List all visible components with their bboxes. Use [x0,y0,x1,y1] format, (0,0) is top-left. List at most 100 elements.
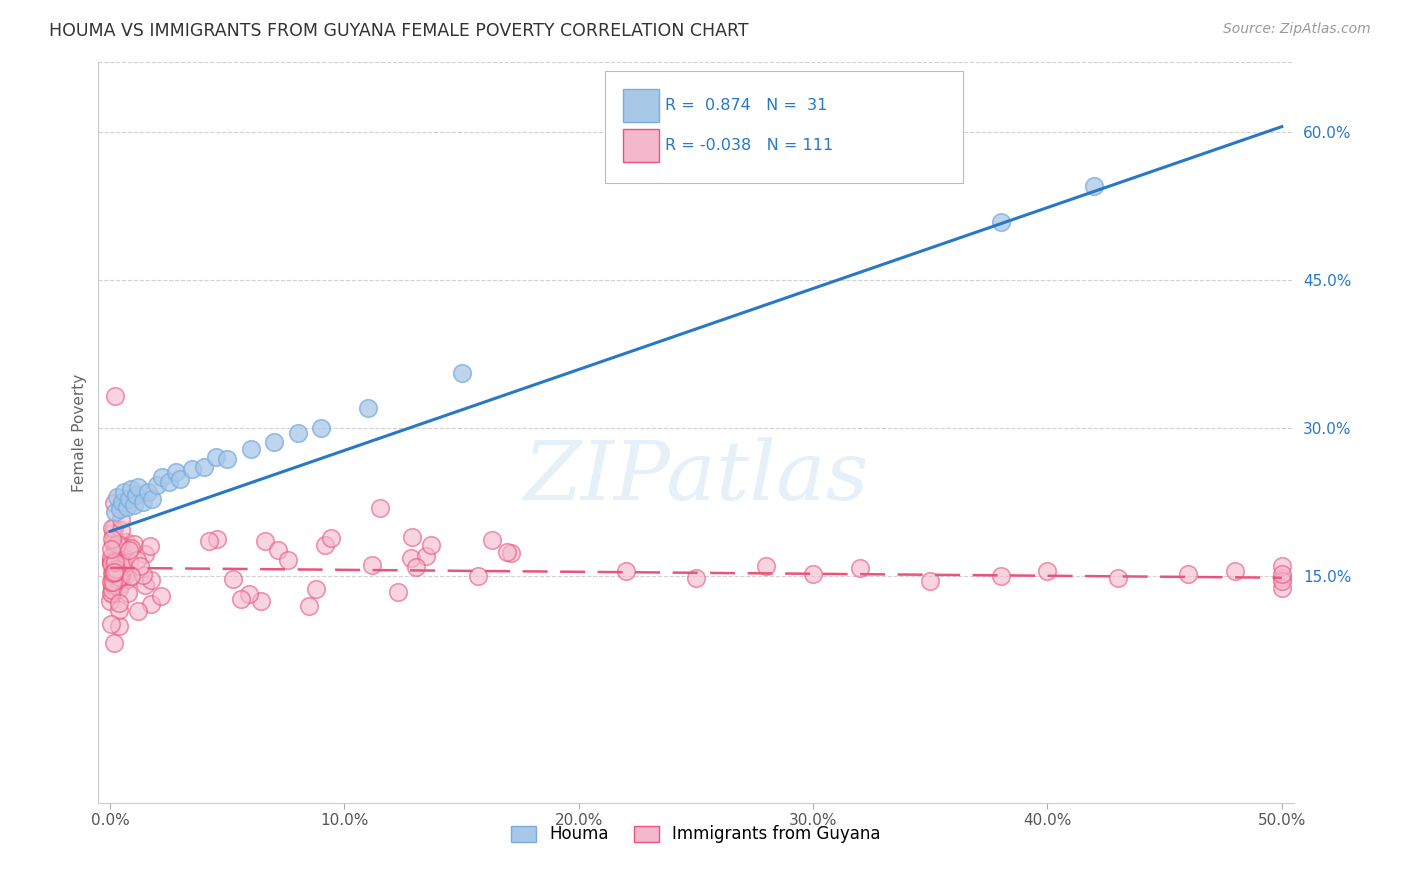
Point [101,561,124,575]
Point [117,586,139,600]
Text: R =  0.874   N =  31: R = 0.874 N = 31 [665,98,827,112]
Point [104,389,127,403]
Point [287,425,309,440]
Point [103,564,125,578]
Point [1271,566,1294,581]
Point [101,533,124,547]
Point [122,537,145,551]
Legend: Houma, Immigrants from Guyana: Houma, Immigrants from Guyana [505,819,887,850]
Point [298,599,321,614]
Point [238,587,260,601]
Point [120,569,142,583]
Point [801,566,824,581]
Point [114,569,136,583]
Point [125,552,148,566]
Point [204,450,226,465]
Point [150,470,173,484]
Point [103,565,125,579]
Point [314,538,336,552]
Point [132,568,155,582]
Point [108,603,131,617]
Point [114,535,136,549]
Point [100,555,122,569]
Point [267,542,290,557]
Point [309,420,332,434]
Point [110,577,132,591]
Point [136,484,159,499]
Point [138,539,160,553]
Text: R = -0.038   N = 111: R = -0.038 N = 111 [665,138,834,153]
Point [141,597,163,611]
Point [401,530,423,544]
Point [110,523,132,537]
Point [1036,564,1059,578]
Point [103,578,125,592]
Point [100,616,122,631]
Point [481,533,503,547]
Point [419,538,441,552]
Point [111,494,134,508]
Point [360,558,382,573]
Point [149,589,172,603]
Point [104,565,127,579]
Point [165,465,187,479]
Point [105,490,128,504]
Point [450,367,472,381]
Point [112,561,135,575]
Point [110,511,132,525]
Point [319,531,342,545]
Point [1271,558,1294,573]
Point [1223,564,1246,578]
Point [368,501,391,516]
Point [129,559,152,574]
Point [122,498,145,512]
Point [101,536,124,550]
Point [107,573,129,587]
Point [193,460,215,475]
Point [134,547,156,561]
Point [401,550,423,565]
Point [1271,571,1294,585]
Point [467,569,489,583]
Point [108,501,131,516]
Point [263,435,285,450]
Point [217,452,239,467]
Point [108,596,131,610]
Point [100,583,122,598]
Point [120,482,142,496]
Point [120,541,142,556]
Point [990,215,1012,229]
Point [207,532,229,546]
Point [1107,571,1129,585]
Point [115,500,138,514]
Point [614,564,637,578]
Point [849,561,872,575]
Point [105,537,128,551]
Point [100,557,122,571]
Point [405,559,427,574]
Point [104,541,127,555]
Point [104,556,127,570]
Point [496,545,519,559]
Point [101,566,124,580]
Point [104,505,127,519]
Point [103,521,125,535]
Point [107,570,129,584]
Point [277,553,299,567]
Point [127,480,149,494]
Point [107,619,129,633]
Point [127,604,149,618]
Point [1271,581,1294,595]
Point [125,488,148,502]
Point [110,538,132,552]
Point [111,557,134,571]
Point [141,491,163,506]
Point [685,571,707,585]
Point [132,494,155,508]
Point [101,587,124,601]
Point [105,561,128,575]
Point [134,577,156,591]
Point [118,543,141,558]
Point [108,582,131,596]
Point [104,562,127,576]
